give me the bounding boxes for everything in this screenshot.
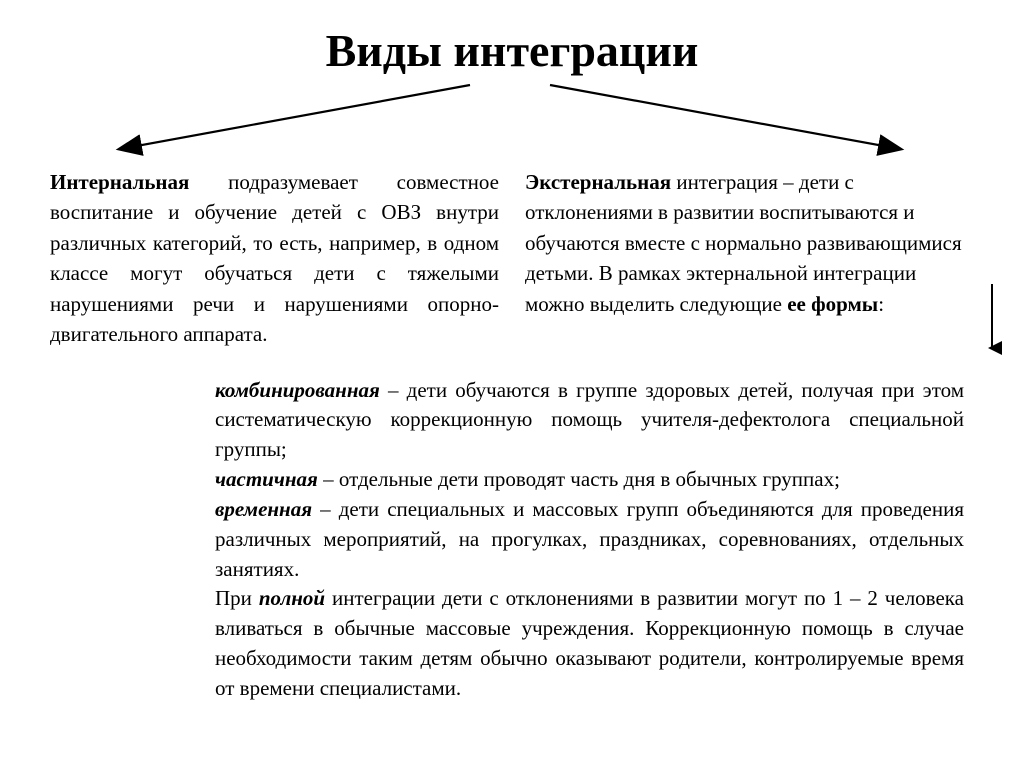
forms-block: комбинированная – дети обучаются в групп…: [215, 376, 964, 704]
form-partial-body: – отдельные дети проводят часть дня в об…: [318, 467, 840, 491]
left-column: Интернальная подразумевает совместное во…: [50, 167, 499, 350]
right-colon: :: [878, 292, 884, 316]
form-full-body: интеграции дети с отклонениями в развити…: [215, 586, 964, 699]
down-arrow-icon: [982, 282, 1002, 362]
right-heading: Экстернальная: [525, 170, 671, 194]
left-body: подразумевает совместное воспитание и об…: [50, 170, 499, 346]
forms-label: ее формы: [787, 292, 878, 316]
form-temporal: временная – дети специальных и массовых …: [215, 495, 964, 584]
two-columns: Интернальная подразумевает совместное во…: [50, 167, 974, 350]
form-partial: частичная – отдельные дети проводят част…: [215, 465, 964, 495]
left-heading: Интернальная: [50, 170, 189, 194]
form-full: При полной интеграции дети с отклонениям…: [215, 584, 964, 703]
branch-arrows: [50, 77, 974, 167]
form-combined-head: комбинированная: [215, 378, 380, 402]
form-temporal-body: – дети специальных и массовых групп объе…: [215, 497, 964, 581]
form-partial-head: частичная: [215, 467, 318, 491]
form-temporal-head: временная: [215, 497, 312, 521]
form-full-head: полной: [259, 586, 325, 610]
form-combined: комбинированная – дети обучаются в групп…: [215, 376, 964, 465]
form-full-prefix: При: [215, 586, 259, 610]
page-title: Виды интеграции: [50, 24, 974, 77]
right-column: Экстернальная интеграция – дети с отклон…: [525, 167, 974, 350]
